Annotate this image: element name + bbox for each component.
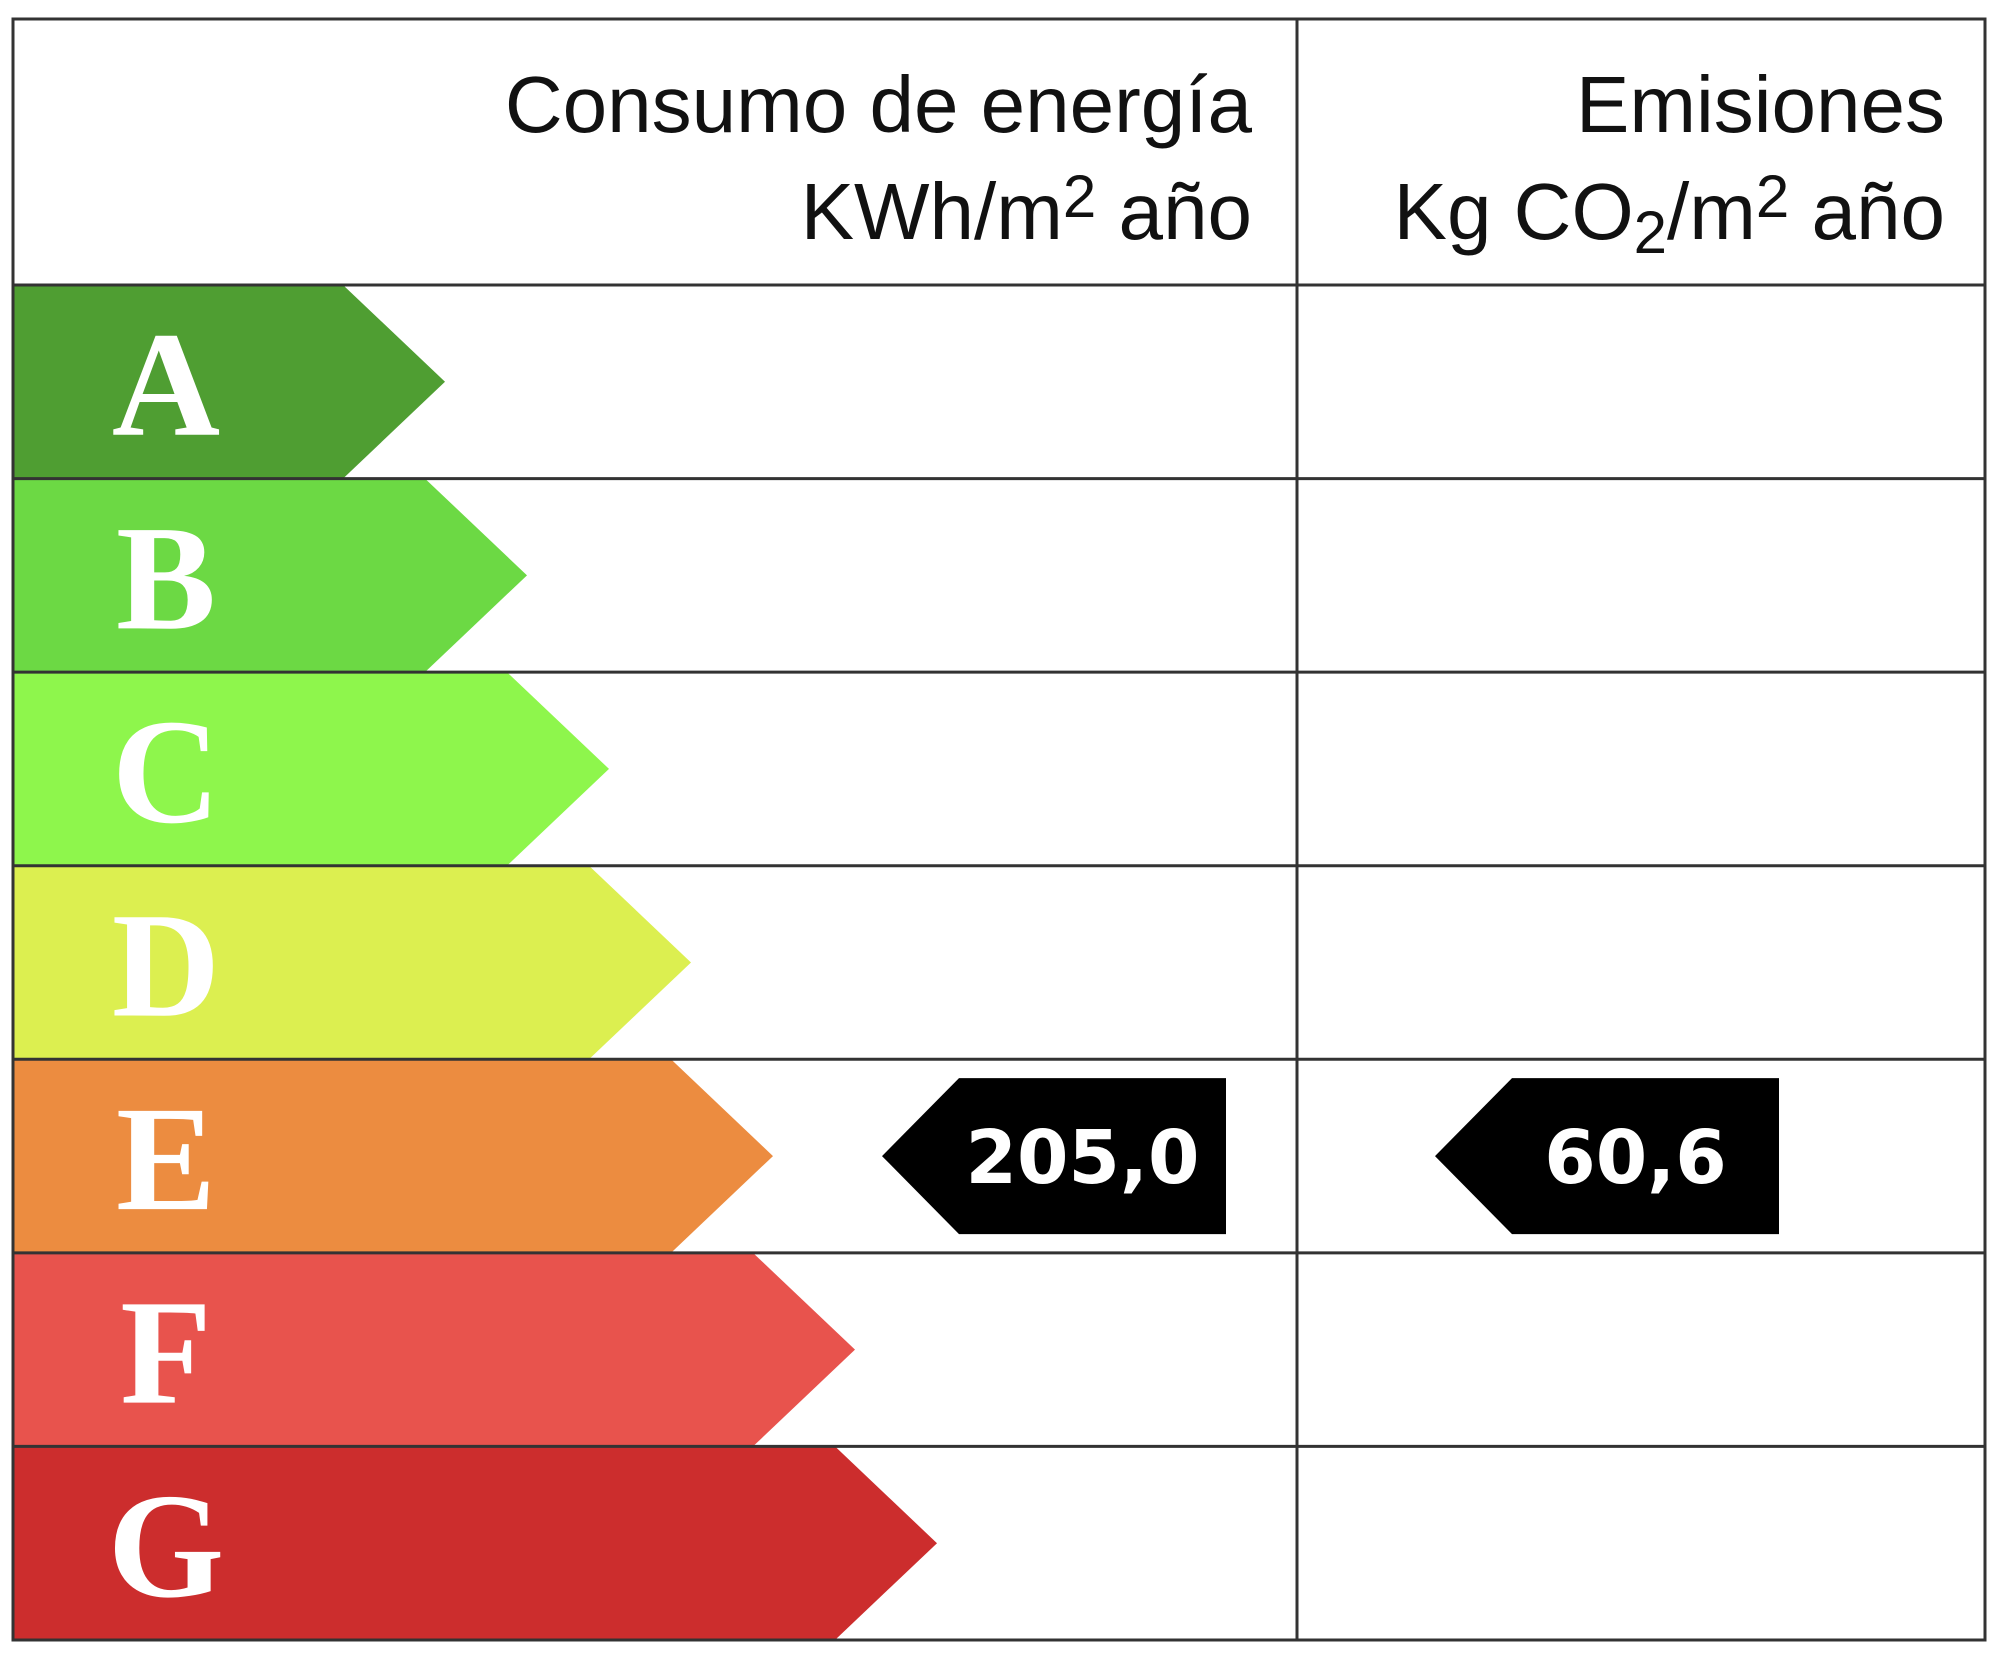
rating-value: 205,0 xyxy=(965,1115,1199,1201)
unit-part: KWh/m xyxy=(801,167,1063,256)
rating-letter: C xyxy=(112,689,220,855)
table-border xyxy=(11,17,1987,1642)
emissions-title: Emisiones xyxy=(1576,60,1945,149)
rating-arrow xyxy=(13,1059,773,1253)
energy-title: Consumo de energía xyxy=(505,60,1253,149)
unit-part: año xyxy=(1096,167,1252,256)
rating-arrow xyxy=(13,478,527,673)
unit-subscript: 2 xyxy=(1634,199,1667,266)
unit-part: Kg CO xyxy=(1394,167,1634,256)
unit-part: /m xyxy=(1667,167,1756,256)
rating-letter: D xyxy=(112,883,220,1049)
unit-superscript: 2 xyxy=(1756,163,1789,230)
unit-part: año xyxy=(1789,167,1945,256)
rating-value: 60,6 xyxy=(1544,1115,1727,1201)
rating-letter: E xyxy=(116,1076,216,1242)
rating-pointer xyxy=(882,1078,1226,1235)
rating-letter: B xyxy=(116,495,216,661)
unit-superscript: 2 xyxy=(1063,163,1096,230)
energy-unit: KWh/m2 año xyxy=(801,163,1252,256)
rating-pointer xyxy=(1435,1078,1779,1235)
rating-arrow xyxy=(13,672,609,866)
rating-arrow xyxy=(13,1252,855,1447)
rating-letter: G xyxy=(108,1463,225,1629)
rating-letter: F xyxy=(120,1270,212,1436)
rating-arrow xyxy=(13,865,691,1060)
emissions-unit: Kg CO2/m2 año xyxy=(1394,163,1945,266)
rating-letter: A xyxy=(112,302,220,468)
rating-arrow xyxy=(13,1446,937,1640)
rating-arrow xyxy=(13,285,445,479)
